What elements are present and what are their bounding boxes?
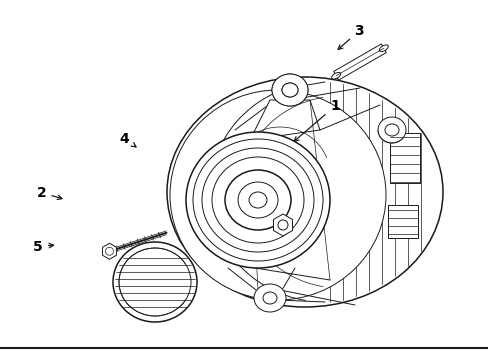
Ellipse shape — [282, 83, 297, 97]
Ellipse shape — [113, 242, 197, 322]
Polygon shape — [389, 133, 419, 183]
Ellipse shape — [282, 83, 297, 97]
Ellipse shape — [238, 182, 278, 218]
Text: 5: 5 — [33, 240, 54, 253]
Ellipse shape — [202, 148, 313, 252]
Ellipse shape — [377, 117, 405, 143]
Ellipse shape — [331, 72, 340, 79]
Polygon shape — [387, 205, 417, 238]
Text: 4: 4 — [120, 132, 136, 147]
Ellipse shape — [253, 284, 285, 312]
Ellipse shape — [212, 157, 304, 243]
Polygon shape — [102, 243, 116, 259]
Ellipse shape — [193, 139, 323, 261]
Ellipse shape — [224, 170, 290, 230]
Ellipse shape — [248, 192, 266, 208]
Ellipse shape — [119, 248, 191, 316]
Polygon shape — [249, 100, 319, 140]
Ellipse shape — [379, 45, 387, 51]
Polygon shape — [333, 44, 386, 80]
Text: 3: 3 — [337, 24, 364, 49]
Ellipse shape — [271, 74, 307, 106]
Ellipse shape — [278, 220, 287, 230]
Text: 2: 2 — [37, 186, 62, 199]
Ellipse shape — [170, 90, 385, 300]
Ellipse shape — [167, 77, 442, 307]
Ellipse shape — [185, 132, 329, 268]
Text: 1: 1 — [293, 99, 339, 141]
Ellipse shape — [384, 124, 398, 136]
Ellipse shape — [263, 292, 276, 304]
Polygon shape — [273, 214, 292, 236]
Ellipse shape — [105, 247, 113, 255]
Ellipse shape — [271, 74, 307, 106]
